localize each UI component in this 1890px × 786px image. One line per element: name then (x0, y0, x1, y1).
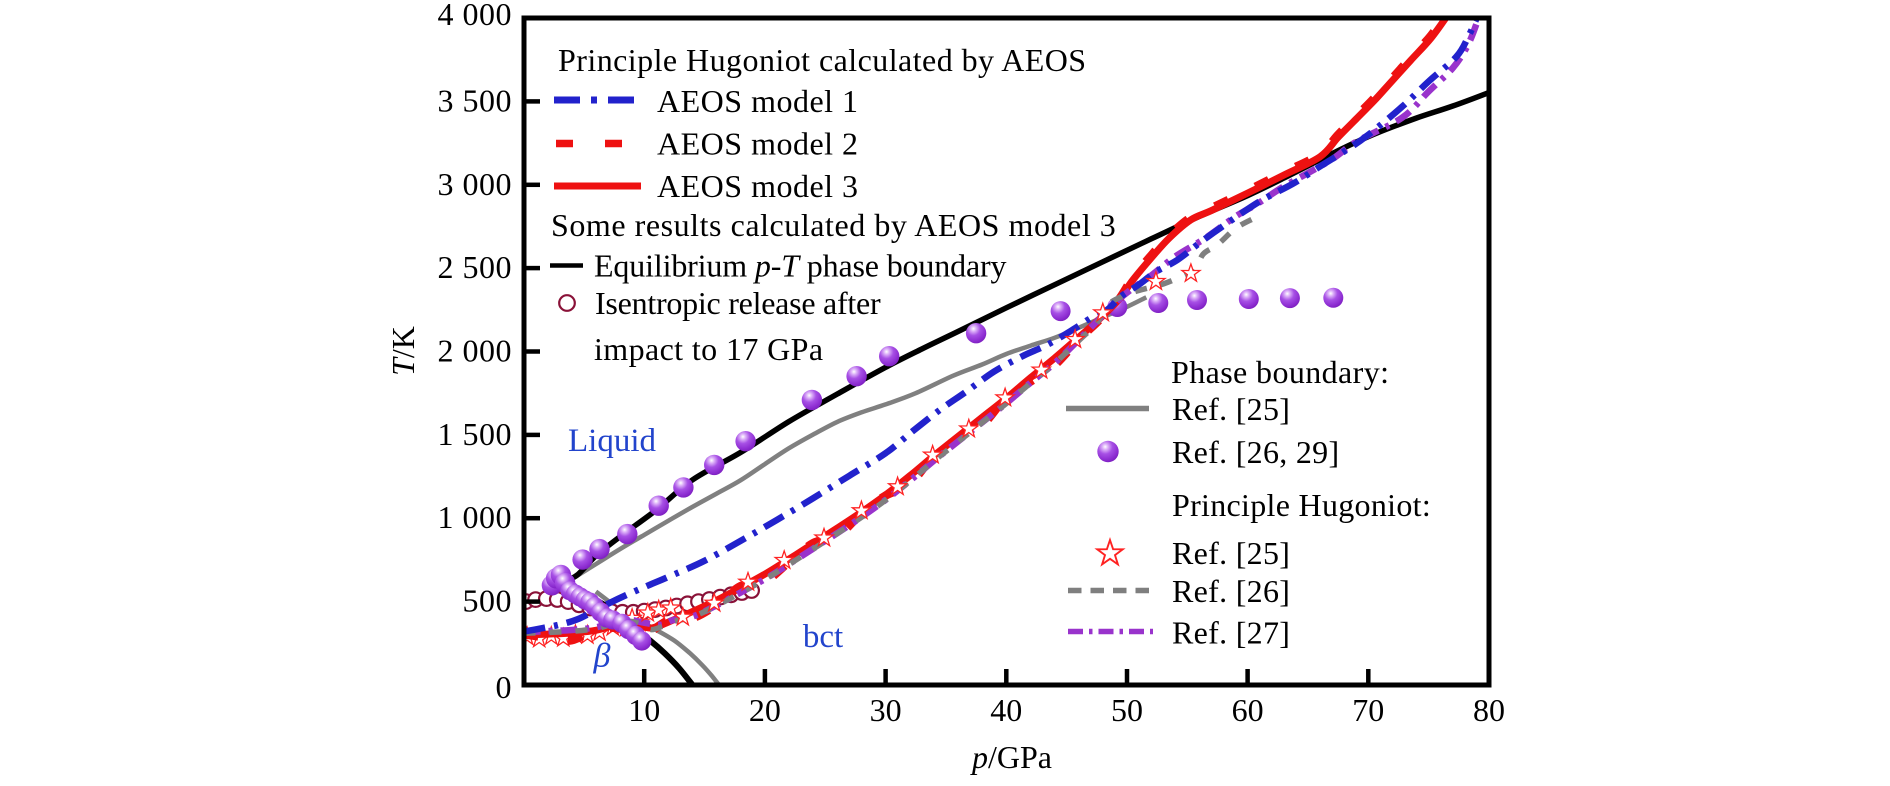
svg-text:50: 50 (1111, 692, 1143, 728)
svg-text:Principle Hugoniot:: Principle Hugoniot: (1172, 487, 1431, 523)
svg-text:70: 70 (1352, 692, 1384, 728)
svg-text:β: β (593, 638, 611, 675)
svg-text:20: 20 (749, 692, 781, 728)
svg-text:T/K: T/K (385, 326, 421, 376)
svg-text:80: 80 (1473, 692, 1505, 728)
svg-text:Ref. [25]: Ref. [25] (1172, 535, 1290, 571)
svg-text:40: 40 (990, 692, 1022, 728)
svg-text:1 500: 1 500 (438, 416, 513, 452)
svg-text:Liquid: Liquid (568, 423, 656, 459)
svg-text:2 500: 2 500 (438, 249, 513, 285)
svg-text:3 500: 3 500 (438, 82, 513, 118)
svg-text:Ref. [26, 29]: Ref. [26, 29] (1172, 434, 1339, 470)
svg-text:60: 60 (1232, 692, 1264, 728)
svg-text:Phase boundary:: Phase boundary: (1171, 354, 1389, 390)
svg-text:30: 30 (870, 692, 902, 728)
svg-text:3 000: 3 000 (438, 166, 513, 202)
svg-text:Equilibrium p-T phase boundary: Equilibrium p-T phase boundary (594, 248, 1007, 284)
svg-text:0: 0 (496, 669, 513, 705)
svg-text:impact to 17 GPa: impact to 17 GPa (594, 331, 823, 367)
svg-text:AEOS model 1: AEOS model 1 (657, 83, 859, 119)
svg-text:bct: bct (803, 619, 843, 655)
svg-text:AEOS model 2: AEOS model 2 (657, 126, 859, 162)
svg-text:Ref. [27]: Ref. [27] (1172, 615, 1290, 651)
svg-text:p/GPa: p/GPa (970, 739, 1052, 775)
svg-text:4 000: 4 000 (438, 0, 513, 32)
svg-text:2 000: 2 000 (438, 333, 513, 369)
svg-text:Ref. [26]: Ref. [26] (1172, 573, 1290, 609)
svg-text:Some results calculated by AEO: Some results calculated by AEOS model 3 (551, 207, 1116, 243)
svg-text:Isentropic release after: Isentropic release after (595, 285, 881, 321)
svg-text:10: 10 (628, 692, 660, 728)
svg-text:1 000: 1 000 (438, 499, 513, 535)
svg-text:500: 500 (463, 583, 513, 619)
svg-text:Ref. [25]: Ref. [25] (1172, 391, 1290, 427)
svg-text:AEOS model 3: AEOS model 3 (657, 168, 859, 204)
svg-text:Principle Hugoniot calculated: Principle Hugoniot calculated by AEOS (558, 42, 1087, 78)
